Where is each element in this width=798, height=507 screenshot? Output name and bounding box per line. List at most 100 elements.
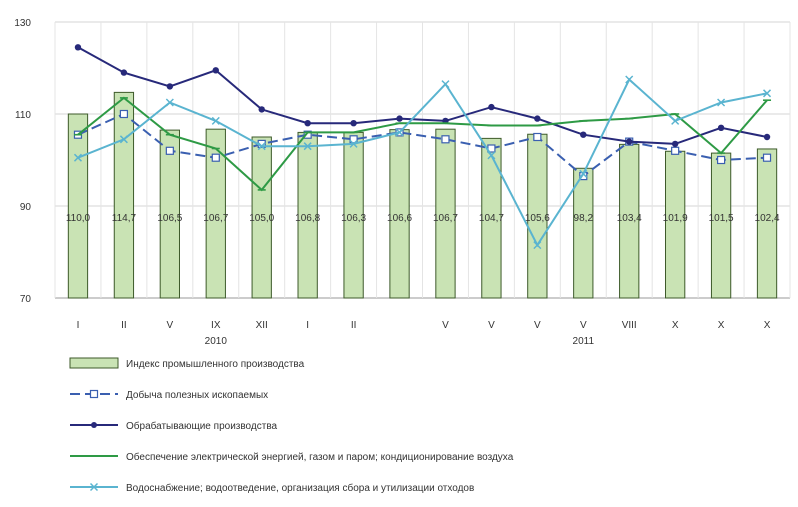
series-point — [763, 89, 772, 98]
series-point — [488, 103, 495, 111]
line-series — [73, 44, 772, 250]
series-point — [671, 140, 679, 148]
x-tick-label: IX — [211, 320, 221, 331]
x-tick-label: X — [764, 320, 771, 331]
bar — [159, 129, 180, 299]
bar — [113, 91, 135, 299]
series-point — [165, 98, 174, 107]
series-point — [211, 116, 220, 125]
bar-data-label: 101,5 — [709, 213, 734, 224]
series-line-2 — [77, 46, 768, 145]
series-point — [257, 142, 266, 151]
series-point — [716, 155, 726, 165]
bar-data-label: 106,3 — [341, 213, 366, 224]
y-axis: 130 110 90 70 — [14, 18, 31, 305]
bar-data-label: 105,6 — [525, 213, 550, 224]
bar-data-label: 110,0 — [66, 213, 91, 224]
x-tick-label: V — [442, 320, 449, 331]
series-point — [671, 146, 680, 155]
series-point — [303, 142, 312, 151]
series-point — [119, 135, 128, 144]
bar-data-label: 105,0 — [249, 213, 274, 224]
series-point — [166, 83, 174, 90]
series-point — [626, 138, 633, 145]
series-line-3 — [77, 96, 768, 192]
series-point — [580, 131, 587, 138]
bar — [710, 152, 732, 299]
x-tick-label: V — [167, 320, 174, 331]
x-tick-label: V — [534, 320, 541, 331]
series-point — [441, 135, 450, 144]
bar-data-label: 102,4 — [755, 213, 780, 224]
bar-data-label: 106,5 — [157, 213, 182, 224]
series-point — [625, 75, 634, 84]
y-tick-label: 90 — [20, 202, 32, 213]
legend-label: Водоснабжение; водоотведение, организаци… — [126, 482, 474, 494]
series-point — [120, 69, 128, 76]
x-tick-label: I — [306, 320, 309, 331]
x-tick-label: I — [77, 320, 80, 331]
x-tick-label: V — [580, 320, 587, 331]
series-point — [579, 169, 588, 178]
x-tick-label: VIII — [622, 320, 637, 331]
x-tick-label: X — [718, 320, 725, 331]
series-point — [119, 109, 129, 119]
bar — [435, 128, 456, 299]
series-point — [74, 44, 82, 51]
series-point — [717, 124, 725, 131]
legend-label: Обеспечение электрической энергией, газо… — [126, 451, 514, 463]
series-point — [533, 241, 542, 250]
bar-data-label: 103,4 — [617, 213, 642, 224]
series-point — [487, 151, 496, 160]
bar — [67, 113, 89, 299]
bar-data-labels: 110,0 114,7 106,5 106,7 105,0 106,8 106,3 106,6… — [66, 213, 780, 224]
series-point — [395, 128, 404, 137]
x-year-label: 2010 — [205, 336, 228, 347]
x-tick-label: II — [351, 320, 357, 331]
y-tick-label: 70 — [20, 294, 32, 305]
legend-label: Обрабатывающие производства — [126, 420, 278, 432]
x-year-label: 2011 — [573, 336, 595, 347]
x-tick-label: II — [121, 320, 127, 331]
series-line-4 — [77, 77, 768, 248]
bar-data-label: 98,2 — [574, 213, 594, 224]
y-tick-label: 110 — [15, 110, 31, 121]
bar-series — [67, 91, 778, 299]
bar — [756, 148, 778, 299]
series-point — [165, 146, 174, 155]
series-point — [441, 80, 450, 89]
series-point — [211, 153, 220, 162]
series-point — [717, 98, 726, 107]
series-point — [73, 153, 82, 162]
series-point — [396, 115, 403, 122]
bar-data-label: 106,6 — [387, 213, 412, 224]
legend: Индекс промышленного производства Добыча … — [69, 357, 514, 494]
legend-marker — [89, 482, 99, 492]
legend-label: Индекс промышленного производства — [126, 359, 305, 370]
legend-swatch — [69, 357, 119, 369]
bar-data-label: 104,7 — [479, 213, 504, 224]
bar — [251, 136, 272, 299]
bar-data-label: 101,9 — [663, 213, 688, 224]
series-point — [763, 133, 771, 141]
series-point — [303, 130, 312, 139]
bar-data-label: 106,8 — [295, 213, 320, 224]
x-tick-label: X — [672, 320, 679, 331]
series-point — [212, 67, 219, 74]
series-point — [671, 116, 680, 125]
series-point — [350, 120, 357, 127]
legend-label: Добыча полезных ископаемых — [126, 389, 268, 401]
bar — [573, 167, 594, 299]
series-line-1 — [77, 112, 768, 178]
bar-data-label: 114,7 — [112, 213, 137, 224]
bar-data-label: 106,7 — [203, 213, 228, 224]
bar-data-label: 106,7 — [433, 213, 458, 224]
series-point — [304, 120, 311, 127]
legend-marker — [89, 389, 99, 399]
series-point — [762, 153, 772, 162]
x-tick-label: XII — [256, 320, 268, 331]
bar — [665, 150, 686, 299]
legend-marker — [91, 422, 97, 428]
